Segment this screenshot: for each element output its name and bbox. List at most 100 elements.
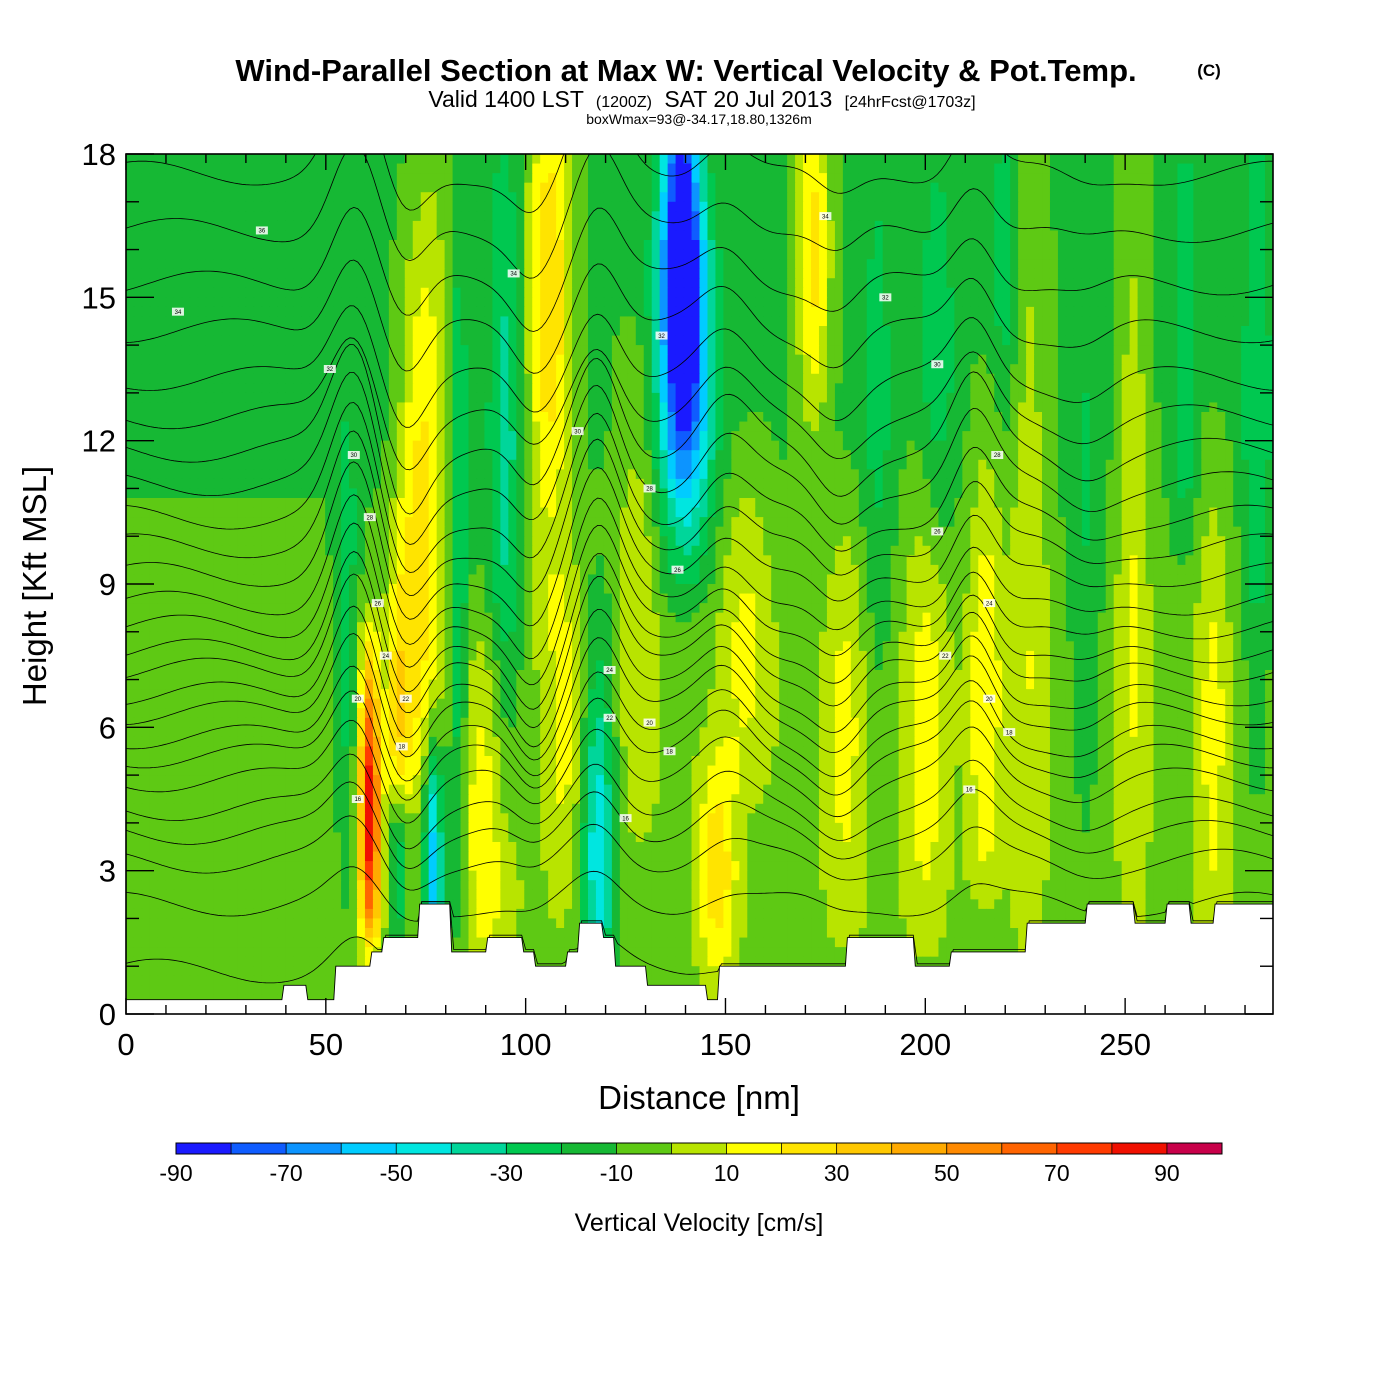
w-cell (476, 478, 486, 490)
w-cell (643, 383, 653, 394)
w-cell (1129, 287, 1139, 298)
w-cell (548, 326, 557, 337)
w-cell (372, 220, 382, 232)
w-cell (747, 364, 756, 375)
w-cell (962, 220, 971, 232)
w-cell (1081, 402, 1091, 413)
w-cell (181, 220, 191, 232)
w-cell (476, 412, 486, 423)
w-cell (364, 392, 374, 404)
w-cell (1042, 211, 1051, 222)
w-cell (189, 182, 199, 193)
w-cell (834, 220, 844, 232)
w-cell (659, 383, 669, 394)
w-cell (826, 173, 836, 184)
w-cell (1105, 192, 1115, 203)
w-cell (197, 154, 207, 165)
w-cell (269, 163, 278, 174)
w-cell (261, 402, 270, 413)
w-cell (970, 402, 979, 413)
w-cell (1089, 154, 1099, 165)
w-cell (842, 354, 852, 365)
w-cell (141, 287, 151, 298)
w-cell (349, 421, 358, 432)
w-cell (1225, 373, 1234, 384)
w-cell (1065, 421, 1075, 432)
w-cell (667, 306, 677, 318)
w-cell (1065, 297, 1075, 308)
w-cell (1233, 354, 1242, 365)
w-cell (771, 450, 780, 461)
w-cell (611, 249, 621, 260)
w-cell (1081, 392, 1091, 404)
w-cell (564, 192, 573, 203)
w-cell (404, 478, 414, 490)
w-cell (715, 154, 724, 165)
w-cell (468, 383, 478, 394)
w-cell (1065, 450, 1075, 461)
w-cell (428, 211, 438, 222)
w-cell (771, 478, 780, 490)
w-cell (763, 163, 772, 174)
w-cell (715, 163, 724, 174)
w-cell (723, 297, 732, 308)
w-cell (325, 345, 334, 356)
w-cell (189, 450, 199, 461)
w-cell (1249, 259, 1258, 270)
w-cell (1073, 306, 1083, 318)
w-cell (126, 154, 135, 165)
w-cell (850, 412, 860, 423)
w-cell (500, 402, 509, 413)
w-cell (149, 192, 159, 203)
w-cell (1249, 173, 1258, 184)
w-cell (1026, 306, 1035, 318)
w-cell (803, 345, 812, 356)
w-cell (133, 326, 143, 337)
w-cell (444, 306, 454, 318)
w-cell (595, 450, 605, 461)
w-cell (1042, 154, 1051, 165)
w-cell (580, 316, 589, 327)
w-cell (580, 440, 589, 451)
w-cell (962, 192, 971, 203)
w-cell (882, 259, 892, 270)
w-cell (317, 154, 326, 165)
w-cell (476, 268, 486, 279)
w-cell (1002, 240, 1011, 251)
w-cell (141, 297, 151, 308)
w-cell (532, 154, 541, 165)
w-cell (1257, 326, 1266, 337)
w-cell (213, 249, 223, 260)
w-cell (627, 306, 637, 318)
w-cell (1105, 182, 1115, 193)
w-cell (635, 364, 645, 375)
w-cell (508, 345, 517, 356)
w-cell (141, 450, 151, 461)
w-cell (763, 431, 772, 442)
w-cell (540, 249, 549, 260)
w-cell (1209, 316, 1218, 327)
w-cell (1169, 154, 1179, 165)
w-cell (627, 412, 637, 423)
w-cell (1081, 373, 1091, 384)
w-cell (866, 440, 876, 451)
w-cell (1257, 316, 1266, 327)
w-cell (731, 297, 740, 308)
w-cell (572, 364, 581, 375)
w-cell (667, 268, 677, 279)
w-cell (157, 249, 167, 260)
w-cell (890, 335, 900, 346)
w-cell (1137, 450, 1147, 461)
w-cell (325, 297, 334, 308)
w-cell (1065, 412, 1075, 423)
w-cell (508, 440, 517, 451)
w-cell (763, 373, 772, 384)
w-cell (779, 154, 788, 165)
w-cell (452, 402, 462, 413)
w-cell (173, 173, 183, 184)
w-cell (364, 354, 374, 365)
w-cell (803, 316, 812, 327)
w-cell (341, 182, 350, 193)
w-cell (587, 316, 597, 327)
w-cell (325, 240, 334, 251)
